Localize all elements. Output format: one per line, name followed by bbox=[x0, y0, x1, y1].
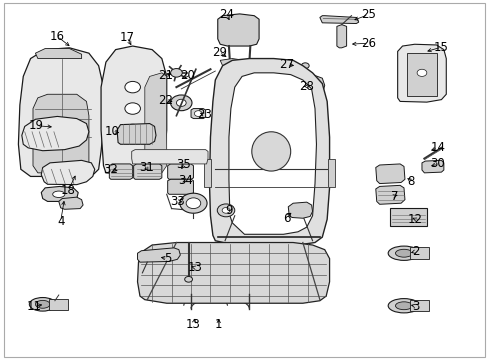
Text: 15: 15 bbox=[433, 41, 448, 54]
Text: 7: 7 bbox=[390, 190, 397, 203]
Circle shape bbox=[124, 124, 140, 136]
Bar bbox=[389, 208, 426, 226]
Ellipse shape bbox=[395, 249, 412, 257]
Text: 13: 13 bbox=[187, 261, 202, 274]
Polygon shape bbox=[19, 48, 103, 176]
Circle shape bbox=[124, 81, 140, 93]
Text: 30: 30 bbox=[430, 157, 445, 170]
Polygon shape bbox=[336, 24, 346, 48]
Ellipse shape bbox=[53, 191, 65, 198]
Polygon shape bbox=[217, 14, 259, 46]
Text: 18: 18 bbox=[61, 184, 76, 197]
Polygon shape bbox=[287, 202, 312, 218]
Bar bbox=[49, 298, 67, 310]
Polygon shape bbox=[41, 186, 78, 202]
Text: 24: 24 bbox=[219, 8, 234, 21]
Bar bbox=[409, 247, 428, 259]
Text: 26: 26 bbox=[360, 37, 375, 50]
Circle shape bbox=[176, 99, 186, 107]
Polygon shape bbox=[33, 94, 89, 173]
Ellipse shape bbox=[387, 246, 419, 260]
Text: 20: 20 bbox=[179, 69, 194, 82]
Text: 4: 4 bbox=[57, 215, 64, 228]
Text: 19: 19 bbox=[29, 119, 44, 132]
Polygon shape bbox=[191, 109, 205, 118]
Text: 16: 16 bbox=[50, 30, 65, 43]
Polygon shape bbox=[327, 158, 335, 187]
Text: 33: 33 bbox=[170, 195, 184, 208]
Polygon shape bbox=[421, 160, 443, 173]
Text: 31: 31 bbox=[139, 161, 153, 174]
Circle shape bbox=[222, 207, 229, 213]
Circle shape bbox=[217, 204, 234, 217]
Text: 9: 9 bbox=[225, 204, 232, 217]
Text: 34: 34 bbox=[177, 174, 192, 187]
Text: 1: 1 bbox=[215, 318, 222, 331]
Polygon shape bbox=[375, 164, 404, 184]
Polygon shape bbox=[144, 73, 166, 173]
Ellipse shape bbox=[35, 300, 50, 308]
Text: 21: 21 bbox=[158, 69, 173, 82]
Polygon shape bbox=[117, 123, 156, 144]
Text: 3: 3 bbox=[411, 300, 419, 312]
Text: 2: 2 bbox=[411, 245, 419, 258]
Text: 22: 22 bbox=[158, 94, 172, 107]
Polygon shape bbox=[167, 179, 193, 194]
Text: 5: 5 bbox=[163, 252, 171, 265]
Bar bbox=[409, 300, 428, 311]
Ellipse shape bbox=[387, 298, 419, 313]
Text: 25: 25 bbox=[360, 8, 375, 21]
Polygon shape bbox=[109, 164, 132, 179]
Polygon shape bbox=[41, 160, 95, 185]
Circle shape bbox=[194, 111, 202, 116]
Text: 11: 11 bbox=[27, 300, 42, 312]
Text: 32: 32 bbox=[103, 163, 118, 176]
Circle shape bbox=[301, 63, 308, 68]
Ellipse shape bbox=[395, 302, 412, 310]
Bar bbox=[407, 53, 436, 96]
Polygon shape bbox=[375, 185, 404, 204]
Polygon shape bbox=[131, 150, 207, 164]
Circle shape bbox=[184, 276, 192, 282]
Polygon shape bbox=[59, 197, 83, 209]
Ellipse shape bbox=[29, 297, 56, 311]
Polygon shape bbox=[228, 73, 316, 234]
Ellipse shape bbox=[251, 132, 290, 171]
Circle shape bbox=[180, 193, 206, 213]
Text: 13: 13 bbox=[185, 318, 201, 331]
Circle shape bbox=[170, 68, 182, 77]
Polygon shape bbox=[261, 75, 324, 98]
Polygon shape bbox=[220, 59, 261, 66]
Circle shape bbox=[124, 103, 140, 114]
Text: 17: 17 bbox=[119, 31, 134, 44]
Text: 23: 23 bbox=[197, 108, 212, 121]
Polygon shape bbox=[101, 46, 166, 176]
Circle shape bbox=[170, 95, 192, 111]
Polygon shape bbox=[209, 59, 329, 245]
Circle shape bbox=[186, 198, 201, 208]
Polygon shape bbox=[137, 248, 180, 262]
Polygon shape bbox=[397, 44, 446, 102]
Polygon shape bbox=[22, 116, 89, 151]
Polygon shape bbox=[203, 158, 211, 187]
Text: 6: 6 bbox=[283, 212, 290, 225]
Text: 35: 35 bbox=[176, 158, 191, 171]
Text: 27: 27 bbox=[279, 58, 294, 72]
Polygon shape bbox=[133, 164, 162, 179]
Polygon shape bbox=[167, 164, 193, 179]
Text: 12: 12 bbox=[407, 213, 422, 226]
Text: 10: 10 bbox=[104, 125, 120, 138]
Polygon shape bbox=[319, 16, 358, 23]
Text: 8: 8 bbox=[407, 175, 414, 188]
Text: 29: 29 bbox=[211, 46, 226, 59]
Text: 28: 28 bbox=[299, 80, 313, 93]
Polygon shape bbox=[137, 243, 329, 303]
Circle shape bbox=[416, 69, 426, 76]
Text: 14: 14 bbox=[429, 141, 445, 154]
Polygon shape bbox=[35, 49, 81, 59]
